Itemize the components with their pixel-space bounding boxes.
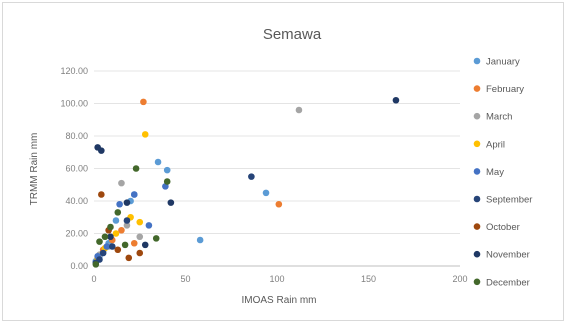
point-september (96, 256, 103, 263)
point-september (109, 243, 116, 250)
x-tick-label: 100 (269, 274, 284, 284)
legend-label-may: May (486, 167, 504, 178)
point-november (141, 241, 149, 249)
y-tick-label: 100.00 (60, 99, 88, 109)
point-may (116, 200, 123, 208)
point-may (103, 243, 111, 250)
legend-label-december: December (486, 277, 530, 288)
point-february (118, 226, 125, 234)
legend: January February March April May September Oct… (473, 57, 532, 288)
point-november (392, 96, 400, 104)
point-march (295, 106, 303, 114)
point-february (130, 239, 138, 247)
point-september (123, 217, 131, 224)
point-february (275, 200, 283, 208)
point-february (140, 98, 147, 106)
axes: 0.00 20.00 40.00 60.00 80.00 100.00 120.00 0 50 1… (60, 66, 467, 284)
y-tick-label: 0.00 (70, 261, 88, 271)
legend-marker-february (473, 85, 481, 92)
point-january (163, 166, 171, 174)
y-tick-label: 60.00 (65, 164, 88, 174)
data-points (92, 96, 400, 268)
legend-marker-september (473, 195, 481, 203)
legend-marker-january (473, 57, 481, 65)
point-january (262, 189, 270, 197)
point-april (141, 131, 149, 138)
y-tick-label: 120.00 (60, 66, 88, 76)
point-september (248, 173, 255, 180)
x-tick-label: 200 (452, 274, 467, 284)
point-december (152, 235, 160, 242)
point-november (107, 233, 114, 241)
point-december (107, 223, 114, 231)
point-november (98, 147, 105, 154)
legend-marker-may (473, 168, 481, 175)
x-tick-label: 0 (91, 274, 96, 284)
legend-marker-april (473, 140, 481, 148)
scatter-chart: Semawa 0.00 20.00 40.00 60.00 80.00 100.00 120… (29, 26, 532, 306)
y-axis-title: TRMM Rain mm (29, 133, 40, 206)
legend-marker-december (473, 278, 481, 286)
legend-label-october: October (486, 222, 520, 233)
point-march (136, 233, 144, 241)
point-october (98, 191, 105, 198)
legend-label-april: April (486, 139, 505, 150)
point-october (114, 246, 122, 254)
point-october (125, 254, 133, 262)
legend-label-february: February (486, 84, 524, 95)
point-march (118, 179, 125, 187)
point-september (99, 249, 107, 257)
gridlines (94, 70, 460, 267)
point-april (112, 230, 120, 237)
legend-label-september: September (486, 195, 532, 206)
y-tick-label: 80.00 (65, 131, 88, 141)
point-november (167, 199, 175, 206)
point-january (112, 217, 120, 224)
legend-label-january: January (486, 57, 520, 68)
point-december (132, 165, 140, 172)
y-tick-label: 20.00 (65, 229, 88, 239)
point-may (145, 222, 153, 229)
point-december (101, 233, 109, 241)
point-december (121, 241, 129, 249)
legend-marker-march (473, 112, 481, 120)
x-axis-title: IMOAS Rain mm (241, 295, 316, 306)
point-december (92, 261, 100, 268)
point-december (96, 238, 103, 245)
point-october (136, 249, 144, 257)
point-december (114, 209, 122, 216)
point-november (123, 199, 131, 206)
chart-title: Semawa (263, 26, 322, 43)
point-january (154, 158, 162, 166)
legend-label-november: November (486, 250, 530, 261)
point-march (123, 222, 131, 229)
point-january (196, 236, 204, 244)
x-tick-label: 50 (180, 274, 190, 284)
point-april (136, 218, 144, 226)
point-december (163, 178, 171, 185)
point-may (130, 191, 138, 198)
legend-label-march: March (486, 112, 512, 123)
chart-area: Semawa 0.00 20.00 40.00 60.00 80.00 100.00 120… (2, 2, 564, 321)
legend-marker-november (473, 250, 481, 258)
legend-marker-october (473, 223, 481, 230)
y-tick-label: 40.00 (65, 196, 88, 206)
x-tick-label: 150 (361, 274, 376, 284)
